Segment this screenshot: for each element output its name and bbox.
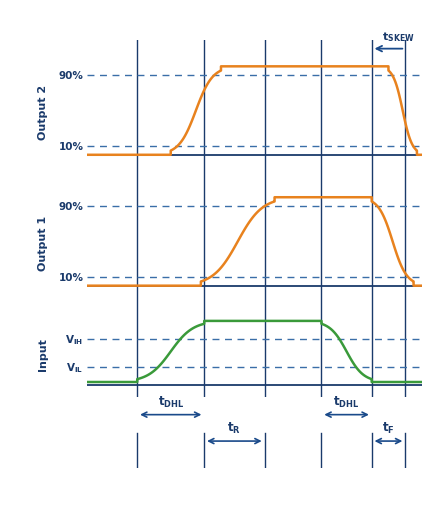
Text: t$_\mathregular{DHL}$: t$_\mathregular{DHL}$ (332, 394, 359, 409)
Text: 10%: 10% (59, 272, 83, 282)
Text: t$_\mathregular{DHL}$: t$_\mathregular{DHL}$ (157, 394, 184, 409)
Text: t$_\mathregular{SKEW}$: t$_\mathregular{SKEW}$ (381, 31, 414, 44)
Text: t$_\mathregular{F}$: t$_\mathregular{F}$ (381, 420, 394, 436)
Text: 10%: 10% (59, 142, 83, 152)
Text: Input: Input (38, 338, 48, 371)
Text: t$_\mathregular{R}$: t$_\mathregular{R}$ (227, 420, 241, 436)
Text: Output 1: Output 1 (38, 216, 48, 271)
Text: V$_\mathregular{IL}$: V$_\mathregular{IL}$ (66, 360, 83, 375)
Text: V$_\mathregular{IH}$: V$_\mathregular{IH}$ (66, 332, 83, 346)
Text: Output 2: Output 2 (38, 85, 48, 140)
Text: 90%: 90% (59, 202, 83, 212)
Text: 90%: 90% (59, 71, 83, 81)
